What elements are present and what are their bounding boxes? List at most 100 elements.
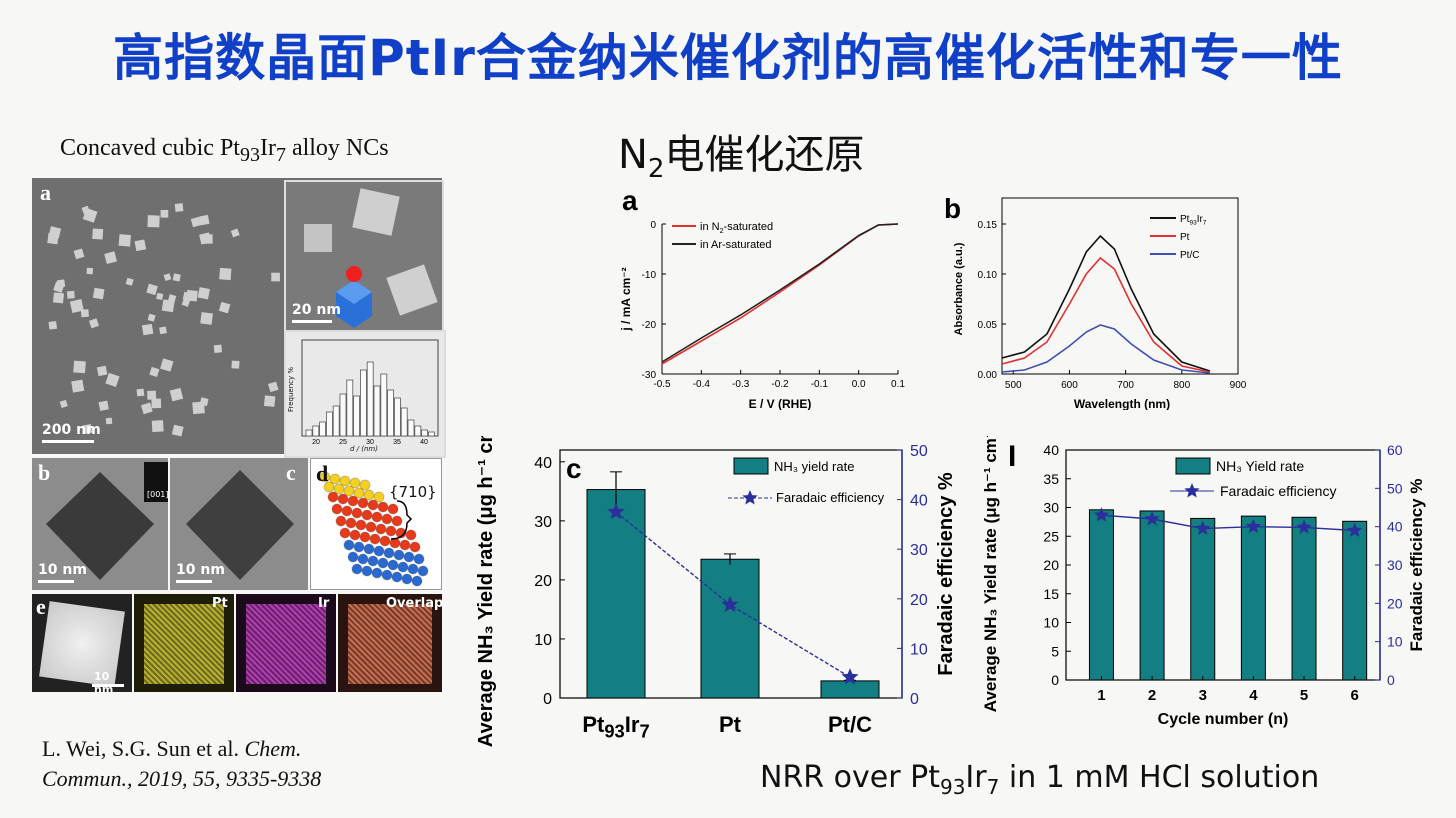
nanocube [218, 301, 231, 314]
nanocube [86, 267, 94, 275]
nanocube [213, 344, 223, 353]
scale-text-e: 10 nm [94, 670, 114, 692]
panel-label-a-chart: a [622, 185, 638, 216]
legend-bar-text: NH₃ yield rate [774, 459, 854, 474]
nanocube [151, 420, 164, 433]
atom [343, 485, 355, 497]
tem-panel-c: c 8.12°8.41°8.92°8.31°8.10°8.18°8.35°8.0… [170, 458, 308, 590]
atom [409, 541, 421, 553]
hist-bar [407, 419, 415, 437]
histogram-plot: 20 25 30 35 40 [301, 339, 439, 446]
hist-bar [400, 407, 408, 437]
atom [399, 539, 411, 551]
x-tick-label: 6 [1351, 687, 1359, 704]
panel-label-I: I [1008, 440, 1016, 473]
atom [377, 557, 389, 569]
uv-curve-0 [1001, 234, 1211, 372]
map-label-ir: Ir [318, 596, 330, 611]
map-label-pt: Pt [212, 596, 228, 611]
chart-b-uv: b 500 600 700 800 900 0.00 0.05 0.10 0.15 Pt93Ir7 P… [944, 193, 1247, 410]
y-axis-label: j / mA cm⁻² [619, 267, 633, 331]
y2-tick-label: 20 [910, 592, 928, 609]
fe-star-2 [841, 668, 859, 685]
y-tick-label: 30 [1043, 500, 1059, 516]
atom [401, 573, 413, 585]
nanocube [59, 399, 68, 408]
nanocube [230, 228, 240, 238]
nanocube [163, 273, 172, 281]
facet-label: {710} [389, 483, 437, 501]
y-tick-label: 5 [1051, 643, 1059, 659]
x-tick-label: -0.3 [732, 379, 750, 390]
nanocube [92, 228, 104, 240]
map-label-overlap: Overlap [386, 596, 442, 611]
atom [329, 473, 341, 485]
nanocube [140, 402, 153, 415]
x-tick-label: 0.1 [891, 379, 905, 390]
fe-star-0 [1093, 507, 1110, 522]
atom [335, 515, 347, 527]
chart-a-lsv: a -0.5 -0.4 -0.3 -0.2 -0.1 0.0 0.1 0 -10 -20 -30 in … [619, 185, 905, 410]
hist-bar [332, 405, 340, 437]
nanocube [192, 401, 205, 415]
hist-tick: 20 [312, 439, 320, 446]
y-tick-label: -20 [642, 320, 657, 331]
x-tick-label: 2 [1148, 687, 1156, 704]
y-tick-label: 20 [1043, 557, 1059, 573]
atom [373, 491, 385, 503]
atom [347, 495, 359, 507]
cycle-bar-5 [1291, 516, 1317, 681]
hist-ylabel: Frequency % [287, 366, 295, 412]
bar-0 [586, 489, 646, 699]
atom [347, 551, 359, 563]
panel-label-b-chart: b [944, 193, 961, 224]
y-axis-label: Absorbance (a.u.) [953, 242, 965, 335]
scale-text-a: 200 nm [42, 422, 101, 438]
fe-star-2 [1195, 520, 1211, 536]
y2-tick-label: 50 [910, 443, 928, 460]
nanocube [82, 423, 93, 435]
nanocube [52, 292, 65, 304]
x-tick-label: -0.4 [693, 379, 711, 390]
nanocube [73, 360, 86, 374]
uv-curve-2 [1001, 324, 1210, 374]
atom [359, 531, 371, 543]
fe-star-1 [1144, 511, 1160, 526]
y-tick-label: 0 [1051, 672, 1059, 688]
atom [381, 513, 393, 525]
y-tick-label: -10 [642, 270, 657, 281]
fe-star-4 [1296, 519, 1312, 534]
nanocube [96, 365, 108, 377]
nanocube [199, 214, 210, 226]
x-axis-label: Wavelength (nm) [1074, 397, 1170, 410]
y-axis-label: Average NH₃ Yield rate (μg h⁻¹ cm⁻²) [981, 436, 1000, 712]
atom [385, 525, 397, 537]
atom [371, 511, 383, 523]
x-tick-label: 4 [1249, 687, 1258, 704]
y2-axis-label: Faradaic efficiency % [935, 472, 957, 676]
nanocube [141, 323, 154, 336]
atom [365, 521, 377, 533]
hist-bar [305, 429, 313, 437]
x-tick-label: 600 [1061, 380, 1078, 391]
legend-bar-text: NH₃ Yield rate [1216, 458, 1304, 474]
nanocube [80, 309, 89, 318]
nanocube [136, 388, 145, 397]
atom [331, 503, 343, 515]
nanocube [186, 289, 198, 302]
atom [407, 563, 419, 575]
nanocube [271, 272, 280, 282]
nanocube [92, 287, 105, 300]
y-tick-label: 0.00 [978, 370, 998, 381]
fe-star-0 [607, 503, 625, 520]
atom [351, 507, 363, 519]
atom [339, 475, 351, 487]
nanocube [171, 424, 184, 437]
atom [323, 481, 335, 493]
atom [345, 517, 357, 529]
atom [349, 529, 361, 541]
y2-tick-label: 10 [1387, 634, 1403, 650]
nanocube [169, 387, 184, 402]
nanocube [147, 215, 160, 228]
hist-bar [373, 385, 381, 437]
